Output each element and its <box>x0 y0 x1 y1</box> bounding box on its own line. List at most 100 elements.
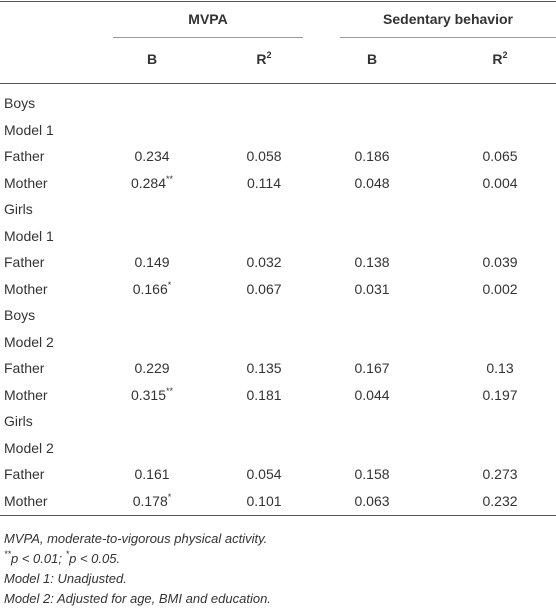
row-label: Model 1 <box>4 227 54 244</box>
cell-text: 0.138 <box>354 254 390 270</box>
cell-text: 0.178 <box>132 492 168 509</box>
cell: 0.101 <box>246 492 281 510</box>
cell: 0.167 <box>354 359 389 377</box>
row-label: Model 1 <box>4 121 54 138</box>
cell: 0.054 <box>246 465 281 483</box>
cell-text: 0.284 <box>130 174 167 191</box>
cell-text: 0.197 <box>482 386 518 403</box>
footnote-text: Model 1: Unadjusted. <box>4 571 127 586</box>
row-label: Father <box>4 466 45 482</box>
column-header: R2 <box>492 50 507 68</box>
cell: 0.058 <box>246 147 281 165</box>
cell: 0.284** <box>131 174 173 192</box>
column-header: R2 <box>256 50 271 68</box>
footnote: Model 1: Unadjusted. <box>4 570 127 588</box>
cell-text: 0.065 <box>482 148 518 164</box>
cell-text: 0.315 <box>130 386 167 403</box>
cell-text: 0.063 <box>354 492 390 509</box>
row-label: Mother <box>4 280 48 297</box>
header-rule <box>0 83 556 84</box>
cell-text: 0.039 <box>482 254 518 270</box>
cell: 0.186 <box>354 147 389 165</box>
cell: 0.039 <box>482 253 517 271</box>
footnote-text: MVPA, moderate-to-vigorous physical acti… <box>4 531 268 546</box>
cell: 0.031 <box>354 280 389 298</box>
cell-text: B <box>366 51 378 67</box>
cell: 0.114 <box>247 174 281 192</box>
cell-text: 0.229 <box>134 360 170 376</box>
footnote-text: ** <box>4 549 12 559</box>
footnote-text: p < 0.05. <box>69 551 121 566</box>
bottom-rule <box>0 515 556 516</box>
superscript: ** <box>166 173 174 184</box>
cell: 0.138 <box>354 253 389 271</box>
cell: 0.063 <box>354 492 389 510</box>
cell-text: 0.149 <box>134 254 170 270</box>
cell-text: 0.054 <box>246 466 282 482</box>
row-label: Mother <box>4 174 48 191</box>
cell: 0.178* <box>133 492 172 510</box>
row-label: Girls <box>4 201 33 217</box>
cell-text: B <box>146 51 158 67</box>
row-label: Boys <box>4 95 36 111</box>
top-rule <box>0 1 556 2</box>
cell: 0.048 <box>354 174 389 192</box>
superscript: ** <box>166 385 174 396</box>
footnote: **p < 0.01; *p < 0.05. <box>4 550 120 568</box>
superscript: 2 <box>266 50 272 60</box>
cell-text: 0.166 <box>132 280 168 297</box>
footnote: Model 2: Adjusted for age, BMI and educa… <box>4 590 271 608</box>
cell: 0.004 <box>482 174 517 192</box>
row-label: Boys <box>4 307 36 323</box>
group-header: MVPA <box>188 11 228 27</box>
cell: 0.044 <box>354 386 389 404</box>
cell: 0.065 <box>482 147 517 165</box>
row-label: Girls <box>4 413 33 429</box>
cell: 0.315** <box>131 386 173 404</box>
footnote-text: Model 2: Adjusted for age, BMI and educa… <box>4 591 271 606</box>
footnote-text: * <box>65 549 70 559</box>
superscript: 2 <box>502 50 508 60</box>
group-rule <box>340 37 556 38</box>
group-rule <box>113 37 303 38</box>
cell: 0.234 <box>134 147 169 165</box>
cell: 0.13 <box>486 359 513 377</box>
cell-text: 0.181 <box>246 386 282 403</box>
cell-text: R <box>492 51 503 67</box>
cell: 0.166* <box>133 280 172 298</box>
row-label: Father <box>4 254 45 270</box>
cell: 0.135 <box>246 359 281 377</box>
row-label: Mother <box>4 386 48 403</box>
superscript: * <box>167 491 172 502</box>
cell-text: 0.031 <box>354 280 390 297</box>
cell: 0.232 <box>482 492 517 510</box>
cell-text: 0.114 <box>247 174 281 191</box>
cell-text: 0.058 <box>246 148 282 164</box>
cell: 0.002 <box>482 280 517 298</box>
row-label: Mother <box>4 492 48 509</box>
row-label: Model 2 <box>4 439 54 456</box>
cell-text: 0.186 <box>354 148 390 164</box>
cell: 0.032 <box>246 253 281 271</box>
column-header: B <box>367 50 377 68</box>
cell: 0.161 <box>134 465 169 483</box>
footnote: MVPA, moderate-to-vigorous physical acti… <box>4 530 267 548</box>
cell: 0.067 <box>246 280 281 298</box>
cell: 0.181 <box>246 386 281 404</box>
cell-text: 0.101 <box>246 492 282 509</box>
cell-text: 0.067 <box>246 280 282 297</box>
cell-text: 0.234 <box>134 148 170 164</box>
cell-text: R <box>256 51 267 67</box>
cell-text: 0.158 <box>354 466 390 482</box>
cell-text: 0.135 <box>246 360 282 376</box>
row-label: Father <box>4 360 45 376</box>
cell-text: 0.032 <box>246 254 282 270</box>
cell-text: 0.004 <box>482 174 518 191</box>
cell: 0.158 <box>354 465 389 483</box>
cell-text: 0.232 <box>482 492 518 509</box>
cell-text: 0.13 <box>486 360 514 376</box>
cell-text: 0.167 <box>354 360 390 376</box>
row-label: Father <box>4 148 45 164</box>
group-header: Sedentary behavior <box>383 11 513 27</box>
